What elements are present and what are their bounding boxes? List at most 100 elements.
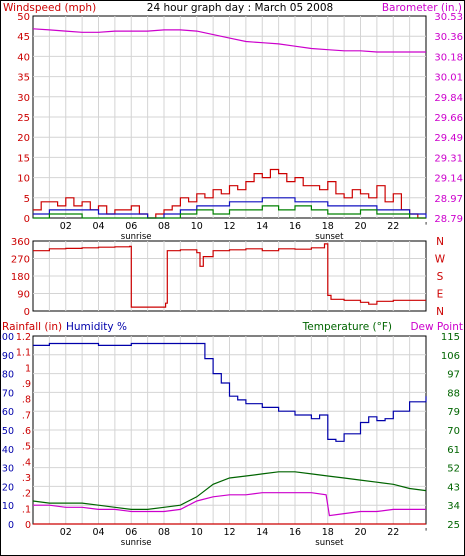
humidity-temperature-right-tick-label: 79: [447, 407, 460, 418]
humidity-temperature-x-tick-label: 14: [256, 527, 268, 538]
humidity-temperature-right-tick-label: 25: [447, 520, 460, 531]
humidity-tick-label: 20: [2, 482, 14, 493]
wind-barometer-left-tick-label: 40: [17, 52, 30, 63]
humidity-temperature-x-tick-label: 12: [223, 527, 235, 538]
humidity-tick-label: 100: [0, 332, 14, 343]
rainfall-tick-label: 1.1: [16, 348, 31, 359]
wind-barometer-right-tick-label: 28.79: [434, 214, 463, 225]
wind-direction-left-tick-label: 270: [11, 255, 30, 266]
wind-direction-compass-label: W: [435, 254, 446, 266]
humidity-temperature-sunrise-annotation: sunrise: [121, 538, 152, 548]
rainfall-label: Rainfall (in): [2, 321, 62, 333]
wind-barometer-right-tick-label: 29.31: [434, 153, 463, 164]
wind-direction-compass-label: S: [437, 271, 444, 283]
humidity-temperature-panel: 0 10 20 30 40 50 60 70 80 90 100 0 .1 .2 .3 .4 .5 .6 .7 .8.…: [0, 332, 460, 548]
rainfall-tick-label: .6: [22, 426, 31, 437]
wind-barometer-left-tick-label: 15: [17, 153, 30, 164]
humidity-temperature-right-tick-label: 106: [441, 351, 460, 362]
rainfall-tick-label: 1: [25, 363, 31, 374]
temperature-label: Temperature (°F): [302, 321, 392, 333]
wind-barometer-panel: 0 5 10 15 20 25 30 35 40 45 50 28.79 28.97 29.14 29.31…: [17, 12, 463, 242]
humidity-tick-label: 70: [2, 388, 14, 399]
rainfall-tick-label: .8: [22, 395, 31, 406]
wind-direction-compass-label: N: [436, 236, 444, 248]
rainfall-tick-label: .4: [22, 457, 31, 468]
humidity-tick-label: 40: [2, 445, 14, 456]
humidity-temperature-right-tick-label: 34: [447, 501, 460, 512]
humidity-temperature-right-tick-label: 43: [447, 482, 460, 493]
wind-direction-compass-label: E: [437, 289, 444, 301]
wind-barometer-right-tick-label: 28.97: [434, 194, 463, 205]
rainfall-tick-label: .5: [22, 442, 31, 453]
rainfall-tick-label: 1.2: [16, 332, 31, 343]
wind-barometer-x-tick-label: 16: [289, 221, 301, 232]
humidity-label: Humidity %: [66, 321, 127, 333]
barometer-label: Barometer (in.): [382, 2, 462, 14]
humidity-temperature-right-tick-label: 97: [447, 370, 460, 381]
humidity-tick-label: 80: [2, 370, 14, 381]
humidity-temperature-right-tick-label: 70: [447, 426, 460, 437]
wind-barometer-x-tick-label: 14: [256, 221, 268, 232]
wind-barometer-x-tick-label: 20: [354, 221, 366, 232]
wind-barometer-left-tick-label: 45: [17, 32, 30, 43]
dewpoint-label: Dew Point: [410, 321, 463, 333]
wind-barometer-x-tick-label: 08: [158, 221, 170, 232]
wind-barometer-x-tick-label: 06: [125, 221, 137, 232]
wind-direction-left-tick-label: 180: [11, 272, 30, 283]
wind-barometer-right-tick-label: 30.53: [434, 12, 463, 23]
wind-barometer-right-tick-label: 30.18: [434, 52, 463, 63]
humidity-temperature-x-tick-label: 02: [60, 527, 72, 538]
humidity-temperature-right-tick-label: 115: [441, 332, 460, 343]
wind-barometer-sunrise-annotation: sunrise: [121, 232, 152, 242]
windspeed-label: Windspeed (mph): [3, 2, 96, 14]
wind-barometer-x-tick-label: 10: [191, 221, 203, 232]
barometer-line: [32, 28, 426, 53]
rainfall-tick-label: .9: [22, 379, 31, 390]
humidity-temperature-x-tick-label: ': [425, 527, 428, 538]
humidity-temperature-x-tick-label: 08: [158, 527, 170, 538]
wind-direction-left-tick-label: 0: [24, 307, 30, 318]
wind-barometer-left-tick-label: 10: [17, 174, 30, 185]
windspeed-gust-line: [33, 168, 426, 219]
humidity-temperature-x-tick-label: 16: [289, 527, 301, 538]
wind-direction-compass-label: N: [436, 306, 444, 318]
wind-barometer-left-tick-label: 50: [17, 12, 30, 23]
wind-direction-left-tick-label: 90: [17, 290, 30, 301]
humidity-tick-label: 60: [2, 407, 14, 418]
wind-barometer-left-tick-label: 5: [24, 194, 30, 205]
wind-barometer-x-tick-label: 18: [322, 221, 334, 232]
wind-direction-line: [33, 243, 426, 308]
wind-barometer-x-tick-label: 22: [387, 221, 399, 232]
humidity-temperature-x-tick-label: 20: [354, 527, 366, 538]
humidity-tick-label: 50: [2, 426, 14, 437]
wind-barometer-left-tick-label: 20: [17, 133, 30, 144]
humidity-temperature-x-tick-label: 04: [92, 527, 104, 538]
wind-barometer-left-tick-label: 0: [24, 214, 30, 225]
rainfall-tick-label: .1: [22, 504, 31, 515]
chart-title: 24 hour graph day : March 05 2008: [147, 2, 333, 14]
rainfall-tick-label: 0: [25, 520, 31, 531]
rainfall-tick-label: .3: [22, 473, 31, 484]
humidity-tick-label: 0: [8, 520, 14, 531]
wind-barometer-x-tick-label: 04: [92, 221, 104, 232]
wind-barometer-right-tick-label: 30.01: [434, 73, 463, 84]
humidity-temperature-x-tick-label: 06: [125, 527, 137, 538]
wind-barometer-x-tick-label: ': [425, 221, 428, 232]
wind-barometer-left-tick-label: 30: [17, 93, 30, 104]
wind-barometer-right-tick-label: 29.14: [434, 174, 463, 185]
humidity-tick-label: 30: [2, 464, 14, 475]
dew-point-line: [33, 492, 426, 517]
wind-barometer-right-tick-label: 29.84: [434, 93, 463, 104]
rainfall-tick-label: .2: [22, 489, 31, 500]
windspeed-average-line: [33, 197, 427, 219]
rainfall-tick-label: .7: [22, 410, 31, 421]
humidity-temperature-x-tick-label: 22: [387, 527, 399, 538]
humidity-tick-label: 10: [2, 501, 14, 512]
humidity-temperature-right-tick-label: 88: [447, 388, 460, 399]
wind-barometer-right-tick-label: 29.66: [434, 113, 463, 124]
wind-barometer-x-tick-label: 12: [223, 221, 235, 232]
wind-barometer-x-tick-label: 02: [60, 221, 72, 232]
humidity-temperature-right-tick-label: 52: [447, 464, 460, 475]
